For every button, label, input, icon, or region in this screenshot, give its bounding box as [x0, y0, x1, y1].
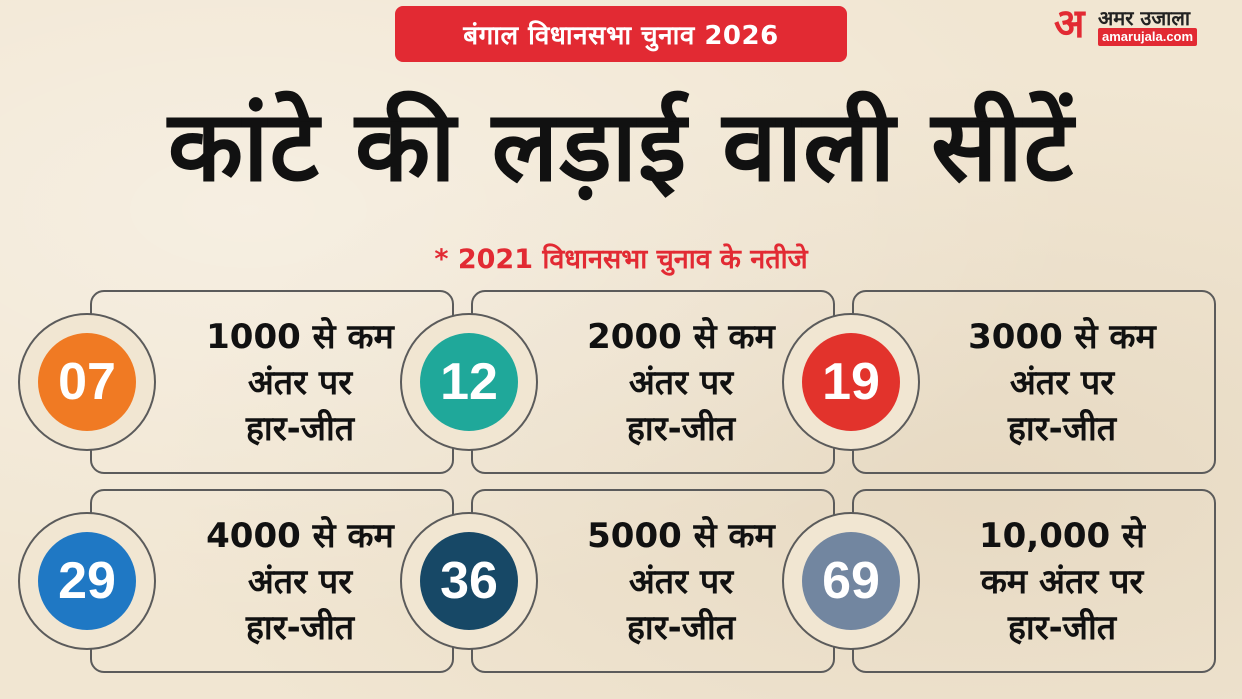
stat-card-text: 4000 से कम अंतर पर हार-जीत	[156, 513, 444, 651]
stat-card-text: 3000 से कम अंतर पर हार-जीत	[918, 314, 1206, 452]
logo-glyph: अ	[1054, 1, 1085, 47]
stat-card-text: 1000 से कम अंतर पर हार-जीत	[156, 314, 444, 452]
stat-line: 4000 से कम	[206, 516, 394, 556]
stat-card: 4000 से कम अंतर पर हार-जीत	[90, 489, 454, 673]
stat-line: कम अंतर पर	[980, 562, 1144, 602]
stat-line: 2000 से कम	[587, 317, 775, 357]
number-badge: 07	[38, 333, 136, 431]
stat-line: हार-जीत	[245, 608, 355, 648]
number-badge: 29	[38, 532, 136, 630]
election-banner: बंगाल विधानसभा चुनाव 2026	[395, 6, 847, 62]
stat-line: हार-जीत	[245, 409, 355, 449]
amar-ujala-logo: अ अमर उजाला amarujala.com	[1054, 1, 1236, 47]
stat-line: अंतर पर	[247, 363, 353, 403]
stat-line: 5000 से कम	[587, 516, 775, 556]
stat-line: अंतर पर	[247, 562, 353, 602]
stat-card-text: 10,000 से कम अंतर पर हार-जीत	[918, 513, 1206, 651]
stat-line: अंतर पर	[628, 363, 734, 403]
stat-line: हार-जीत	[626, 409, 736, 449]
stat-card: 1000 से कम अंतर पर हार-जीत	[90, 290, 454, 474]
number-badge: 19	[802, 333, 900, 431]
stat-line: अंतर पर	[628, 562, 734, 602]
stat-card-text: 2000 से कम अंतर पर हार-जीत	[537, 314, 825, 452]
stat-line: 1000 से कम	[206, 317, 394, 357]
stat-line: हार-जीत	[1007, 608, 1117, 648]
stat-card: 2000 से कम अंतर पर हार-जीत	[471, 290, 835, 474]
logo-url: amarujala.com	[1098, 28, 1198, 46]
number-badge: 36	[420, 532, 518, 630]
stat-line: हार-जीत	[1007, 409, 1117, 449]
logo-hindi-name: अमर उजाला	[1098, 6, 1191, 30]
stat-line: 3000 से कम	[968, 317, 1156, 357]
stat-line: 10,000 से	[978, 516, 1146, 556]
subline: * 2021 विधानसभा चुनाव के नतीजे	[434, 244, 808, 275]
number-badge: 12	[420, 333, 518, 431]
number-badge: 69	[802, 532, 900, 630]
headline: कांटे की लड़ाई वाली सीटें	[167, 90, 1075, 204]
stat-line: अंतर पर	[1009, 363, 1115, 403]
stat-card-text: 5000 से कम अंतर पर हार-जीत	[537, 513, 825, 651]
stat-line: हार-जीत	[626, 608, 736, 648]
